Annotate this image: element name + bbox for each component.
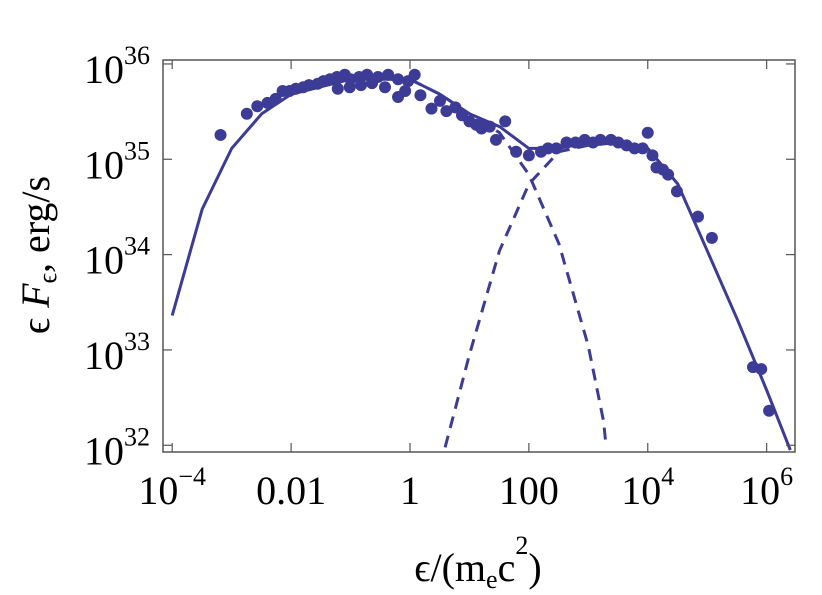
y-tick-label-exponent: 35 xyxy=(124,136,150,165)
x-tick-label: 1 xyxy=(400,468,420,513)
x-tick-label-base: 10 xyxy=(621,468,661,513)
data-point xyxy=(414,89,427,102)
x-axis-label-part: c xyxy=(498,545,516,590)
x-axis-label: ϵ/(mec2) xyxy=(414,531,541,594)
data-point xyxy=(483,120,496,133)
data-point xyxy=(705,231,718,244)
data-point xyxy=(662,168,675,181)
y-axis-label-part: ϵ xyxy=(33,273,62,284)
data-point xyxy=(560,136,573,149)
y-axis-label-part: F xyxy=(13,283,58,309)
data-point xyxy=(755,363,768,376)
data-point xyxy=(240,107,253,120)
data-point xyxy=(434,94,447,107)
data-point xyxy=(408,68,421,81)
data-point xyxy=(331,82,344,95)
x-tick-label-base: 10 xyxy=(138,468,178,513)
data-point xyxy=(399,85,412,98)
data-point xyxy=(379,81,392,94)
x-tick-label: 0.01 xyxy=(256,468,326,513)
data-point xyxy=(355,79,368,92)
y-axis-label-part: ϵ xyxy=(13,308,58,334)
data-point xyxy=(510,145,523,158)
x-axis-label-part: e xyxy=(486,565,498,594)
data-point xyxy=(425,102,438,115)
y-tick-label-base: 10 xyxy=(84,238,124,283)
y-tick-label-base: 10 xyxy=(84,333,124,378)
x-tick-label: 10−4 xyxy=(138,462,206,513)
y-tick-label: 1036 xyxy=(84,41,150,92)
data-point xyxy=(214,128,227,141)
data-point xyxy=(691,210,704,223)
data-point xyxy=(569,136,582,149)
data-point xyxy=(636,142,649,155)
x-tick-label-exponent: 6 xyxy=(780,462,793,491)
y-tick-label-base: 10 xyxy=(84,47,124,92)
data-point xyxy=(251,100,264,113)
plot-area xyxy=(170,68,792,451)
x-tick-label-base: 10 xyxy=(740,468,780,513)
data-point xyxy=(641,126,654,139)
y-tick-label-exponent: 33 xyxy=(124,327,150,356)
data-point xyxy=(646,149,659,162)
x-axis-label-part: ϵ/(m xyxy=(414,545,486,590)
y-tick-label-exponent: 34 xyxy=(124,232,150,261)
data-point xyxy=(269,92,282,105)
data-point xyxy=(670,185,683,198)
y-tick-label-base: 10 xyxy=(84,428,124,473)
x-tick-label: 100 xyxy=(499,468,559,513)
x-tick-label: 106 xyxy=(740,462,793,513)
y-tick-label: 1032 xyxy=(84,422,150,473)
x-tick-label: 104 xyxy=(621,462,674,513)
data-point xyxy=(490,133,503,146)
y-tick-label: 1033 xyxy=(84,327,150,378)
y-tick-label: 1035 xyxy=(84,136,150,187)
x-tick-label-exponent: 4 xyxy=(661,462,674,491)
data-point xyxy=(550,142,563,155)
data-point xyxy=(542,142,555,155)
y-tick-label-base: 10 xyxy=(84,142,124,187)
x-axis-label-part: ) xyxy=(528,545,541,590)
data-point xyxy=(499,115,512,128)
data-point xyxy=(343,81,356,94)
model-curve xyxy=(170,77,792,451)
y-tick-label-exponent: 32 xyxy=(124,422,150,451)
data-point xyxy=(522,149,535,162)
x-tick-label-exponent: −4 xyxy=(178,462,206,491)
dashed-curve xyxy=(443,141,619,448)
data-point xyxy=(594,133,607,146)
dashed-curve xyxy=(350,77,608,448)
y-axis-label: ϵ Fϵ, erg/s xyxy=(13,176,62,334)
data-point xyxy=(763,404,776,417)
data-point xyxy=(382,68,395,81)
y-axis-label-part: , erg/s xyxy=(13,176,58,273)
data-point xyxy=(366,77,379,90)
y-tick-label-exponent: 36 xyxy=(124,41,150,70)
data-point xyxy=(449,101,462,114)
x-axis-label-part: 2 xyxy=(515,531,528,560)
y-tick-label: 1034 xyxy=(84,232,150,283)
data-point xyxy=(392,73,405,86)
plot-frame xyxy=(162,59,796,453)
